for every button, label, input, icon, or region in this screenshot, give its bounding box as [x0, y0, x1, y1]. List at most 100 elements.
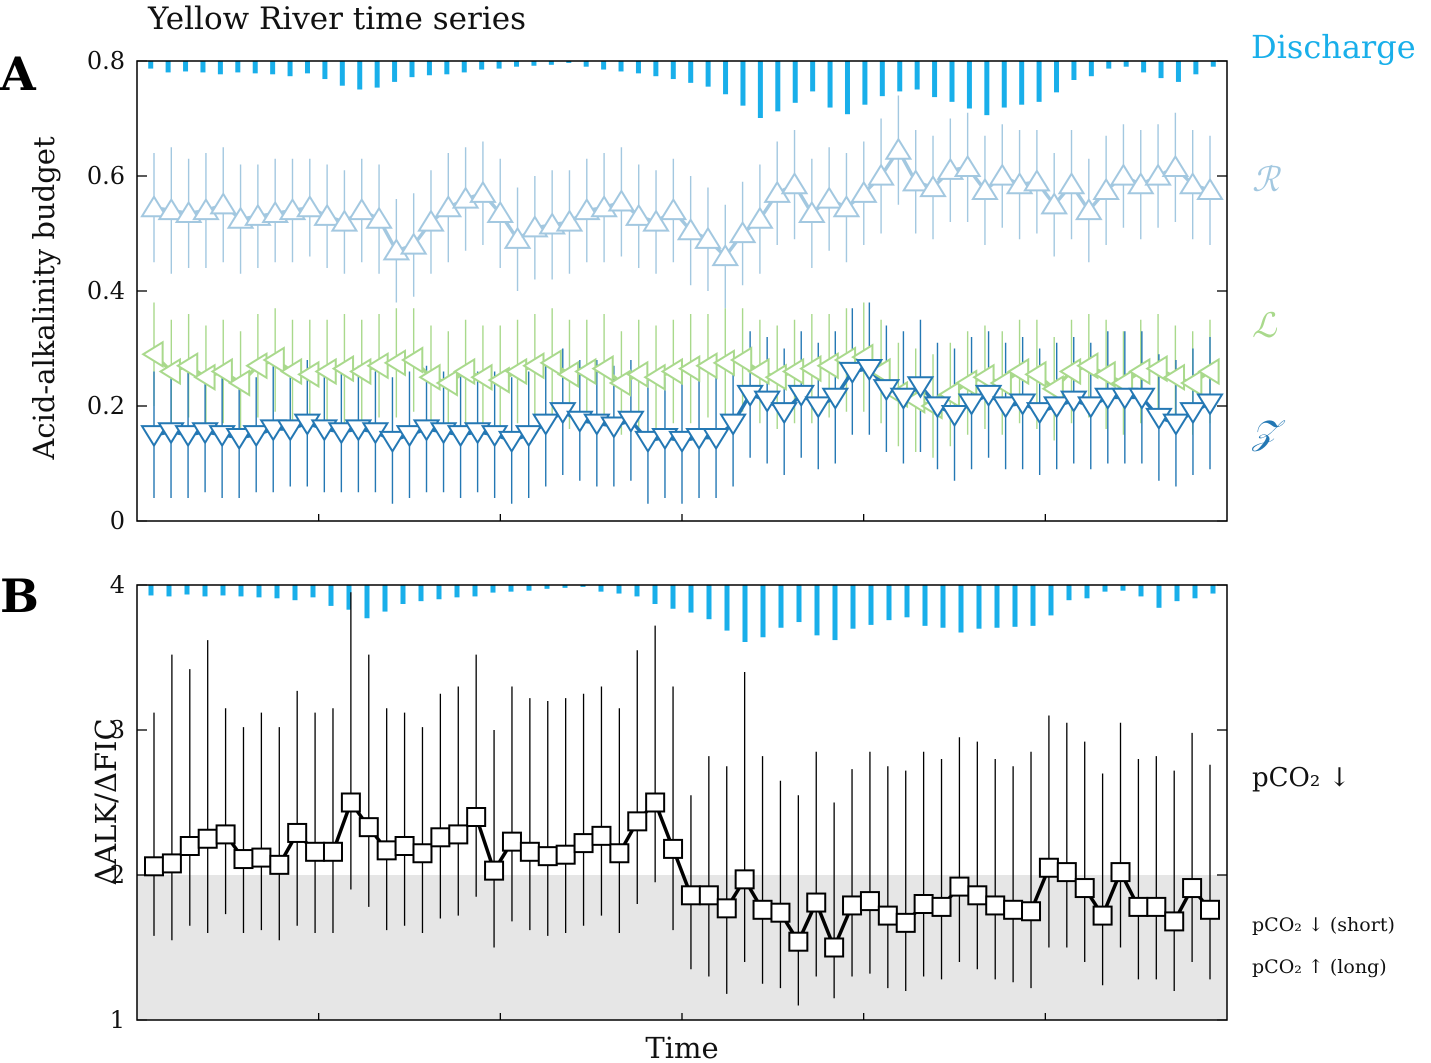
discharge-bar	[544, 585, 550, 589]
discharge-bar	[670, 61, 676, 80]
data-point	[383, 349, 407, 377]
data-point	[340, 792, 361, 813]
discharge-bar	[616, 585, 622, 594]
data-point	[259, 419, 288, 442]
data-point	[1128, 357, 1151, 386]
discharge-bar	[409, 61, 415, 78]
data-point	[1003, 899, 1024, 920]
discharge-bar	[357, 61, 363, 90]
data-point	[728, 220, 757, 244]
data-point	[469, 180, 497, 203]
data-point	[1076, 396, 1105, 419]
data-point	[537, 846, 558, 867]
data-point	[694, 226, 722, 249]
discharge-bar	[1066, 585, 1072, 601]
discharge-bar	[490, 585, 496, 593]
discharge-bar	[292, 585, 298, 601]
data-point	[305, 841, 326, 862]
data-point	[366, 351, 389, 380]
discharge-bar	[814, 585, 820, 636]
panel-b: B ΔALK/ΔFIC 1 2 3 4 Time pCO₂ ↓ pCO₂ ↓ (sho…	[0, 569, 1395, 1063]
discharge-bar	[932, 61, 938, 98]
data-point	[855, 358, 884, 382]
data-point	[746, 206, 774, 229]
data-point	[1040, 192, 1068, 215]
data-point	[1111, 387, 1139, 411]
data-point	[838, 361, 867, 385]
data-point	[591, 354, 614, 383]
data-point	[175, 351, 199, 380]
data-point	[1146, 896, 1167, 917]
discharge-bar	[252, 61, 258, 74]
discharge-bar	[165, 61, 171, 73]
y-tick-label: 1	[110, 1006, 125, 1034]
data-point	[659, 197, 688, 221]
data-point	[417, 209, 445, 232]
data-point	[287, 822, 308, 843]
data-point	[400, 346, 424, 374]
y-axis-label-a: Acid-alkalinity budget	[27, 136, 61, 461]
panel-a: Yellow River time series A Discharge Aci…	[0, 1, 1416, 535]
data-point	[141, 340, 164, 369]
data-point	[358, 817, 379, 838]
panel-label-b: B	[0, 569, 39, 623]
data-point	[395, 425, 424, 448]
data-point	[1196, 393, 1224, 416]
discharge-bar	[364, 585, 370, 619]
discharge-bar	[653, 61, 659, 77]
data-point	[634, 430, 662, 454]
data-point	[685, 427, 713, 451]
data-point	[702, 427, 730, 451]
data-point	[695, 351, 718, 380]
discharge-bar	[444, 61, 450, 75]
data-point	[1128, 896, 1149, 917]
data-point	[573, 833, 594, 854]
discharge-bar	[897, 61, 903, 92]
data-point	[607, 189, 636, 212]
data-point	[158, 357, 181, 386]
discharge-bar	[1123, 61, 1129, 67]
data-point	[1179, 402, 1207, 425]
ticks-a: 0 0.2 0.4 0.6 0.8	[87, 47, 1227, 535]
x-axis-label: Time	[645, 1031, 718, 1063]
discharge-bar	[148, 61, 154, 69]
data-point	[660, 357, 683, 386]
data-point	[798, 200, 826, 224]
discharge-bars-a	[148, 61, 1216, 118]
data-point	[1057, 171, 1086, 195]
discharge-bar	[670, 585, 676, 609]
data-point	[297, 360, 320, 389]
data-point	[1161, 154, 1190, 178]
data-point	[712, 349, 735, 377]
data-point	[245, 351, 268, 380]
data-point	[327, 422, 356, 445]
discharge-bar	[461, 61, 467, 73]
data-point	[824, 937, 845, 958]
discharge-bar	[508, 585, 514, 592]
data-point	[242, 425, 270, 448]
discharge-bar	[598, 585, 604, 592]
discharge-bar	[374, 61, 380, 88]
data-point	[503, 226, 532, 249]
data-point	[842, 895, 863, 916]
error-bars-b	[153, 592, 1211, 1006]
discharge-bar	[583, 61, 589, 67]
discharge-bar	[1174, 585, 1180, 602]
discharge-bar	[418, 585, 424, 602]
data-point	[617, 410, 645, 434]
data-point	[663, 838, 684, 859]
discharge-bar	[202, 585, 208, 597]
data-point	[539, 349, 562, 377]
discharge-bar	[940, 585, 946, 628]
discharge-bar	[274, 585, 280, 599]
data-point	[497, 430, 526, 454]
data-point	[642, 209, 670, 232]
data-point	[376, 840, 397, 861]
discharge-bar	[652, 585, 658, 604]
data-point	[504, 357, 528, 386]
data-point	[832, 194, 861, 218]
data-point	[974, 384, 1003, 408]
data-point	[262, 346, 285, 374]
data-point	[174, 425, 202, 448]
data-point	[919, 174, 947, 198]
